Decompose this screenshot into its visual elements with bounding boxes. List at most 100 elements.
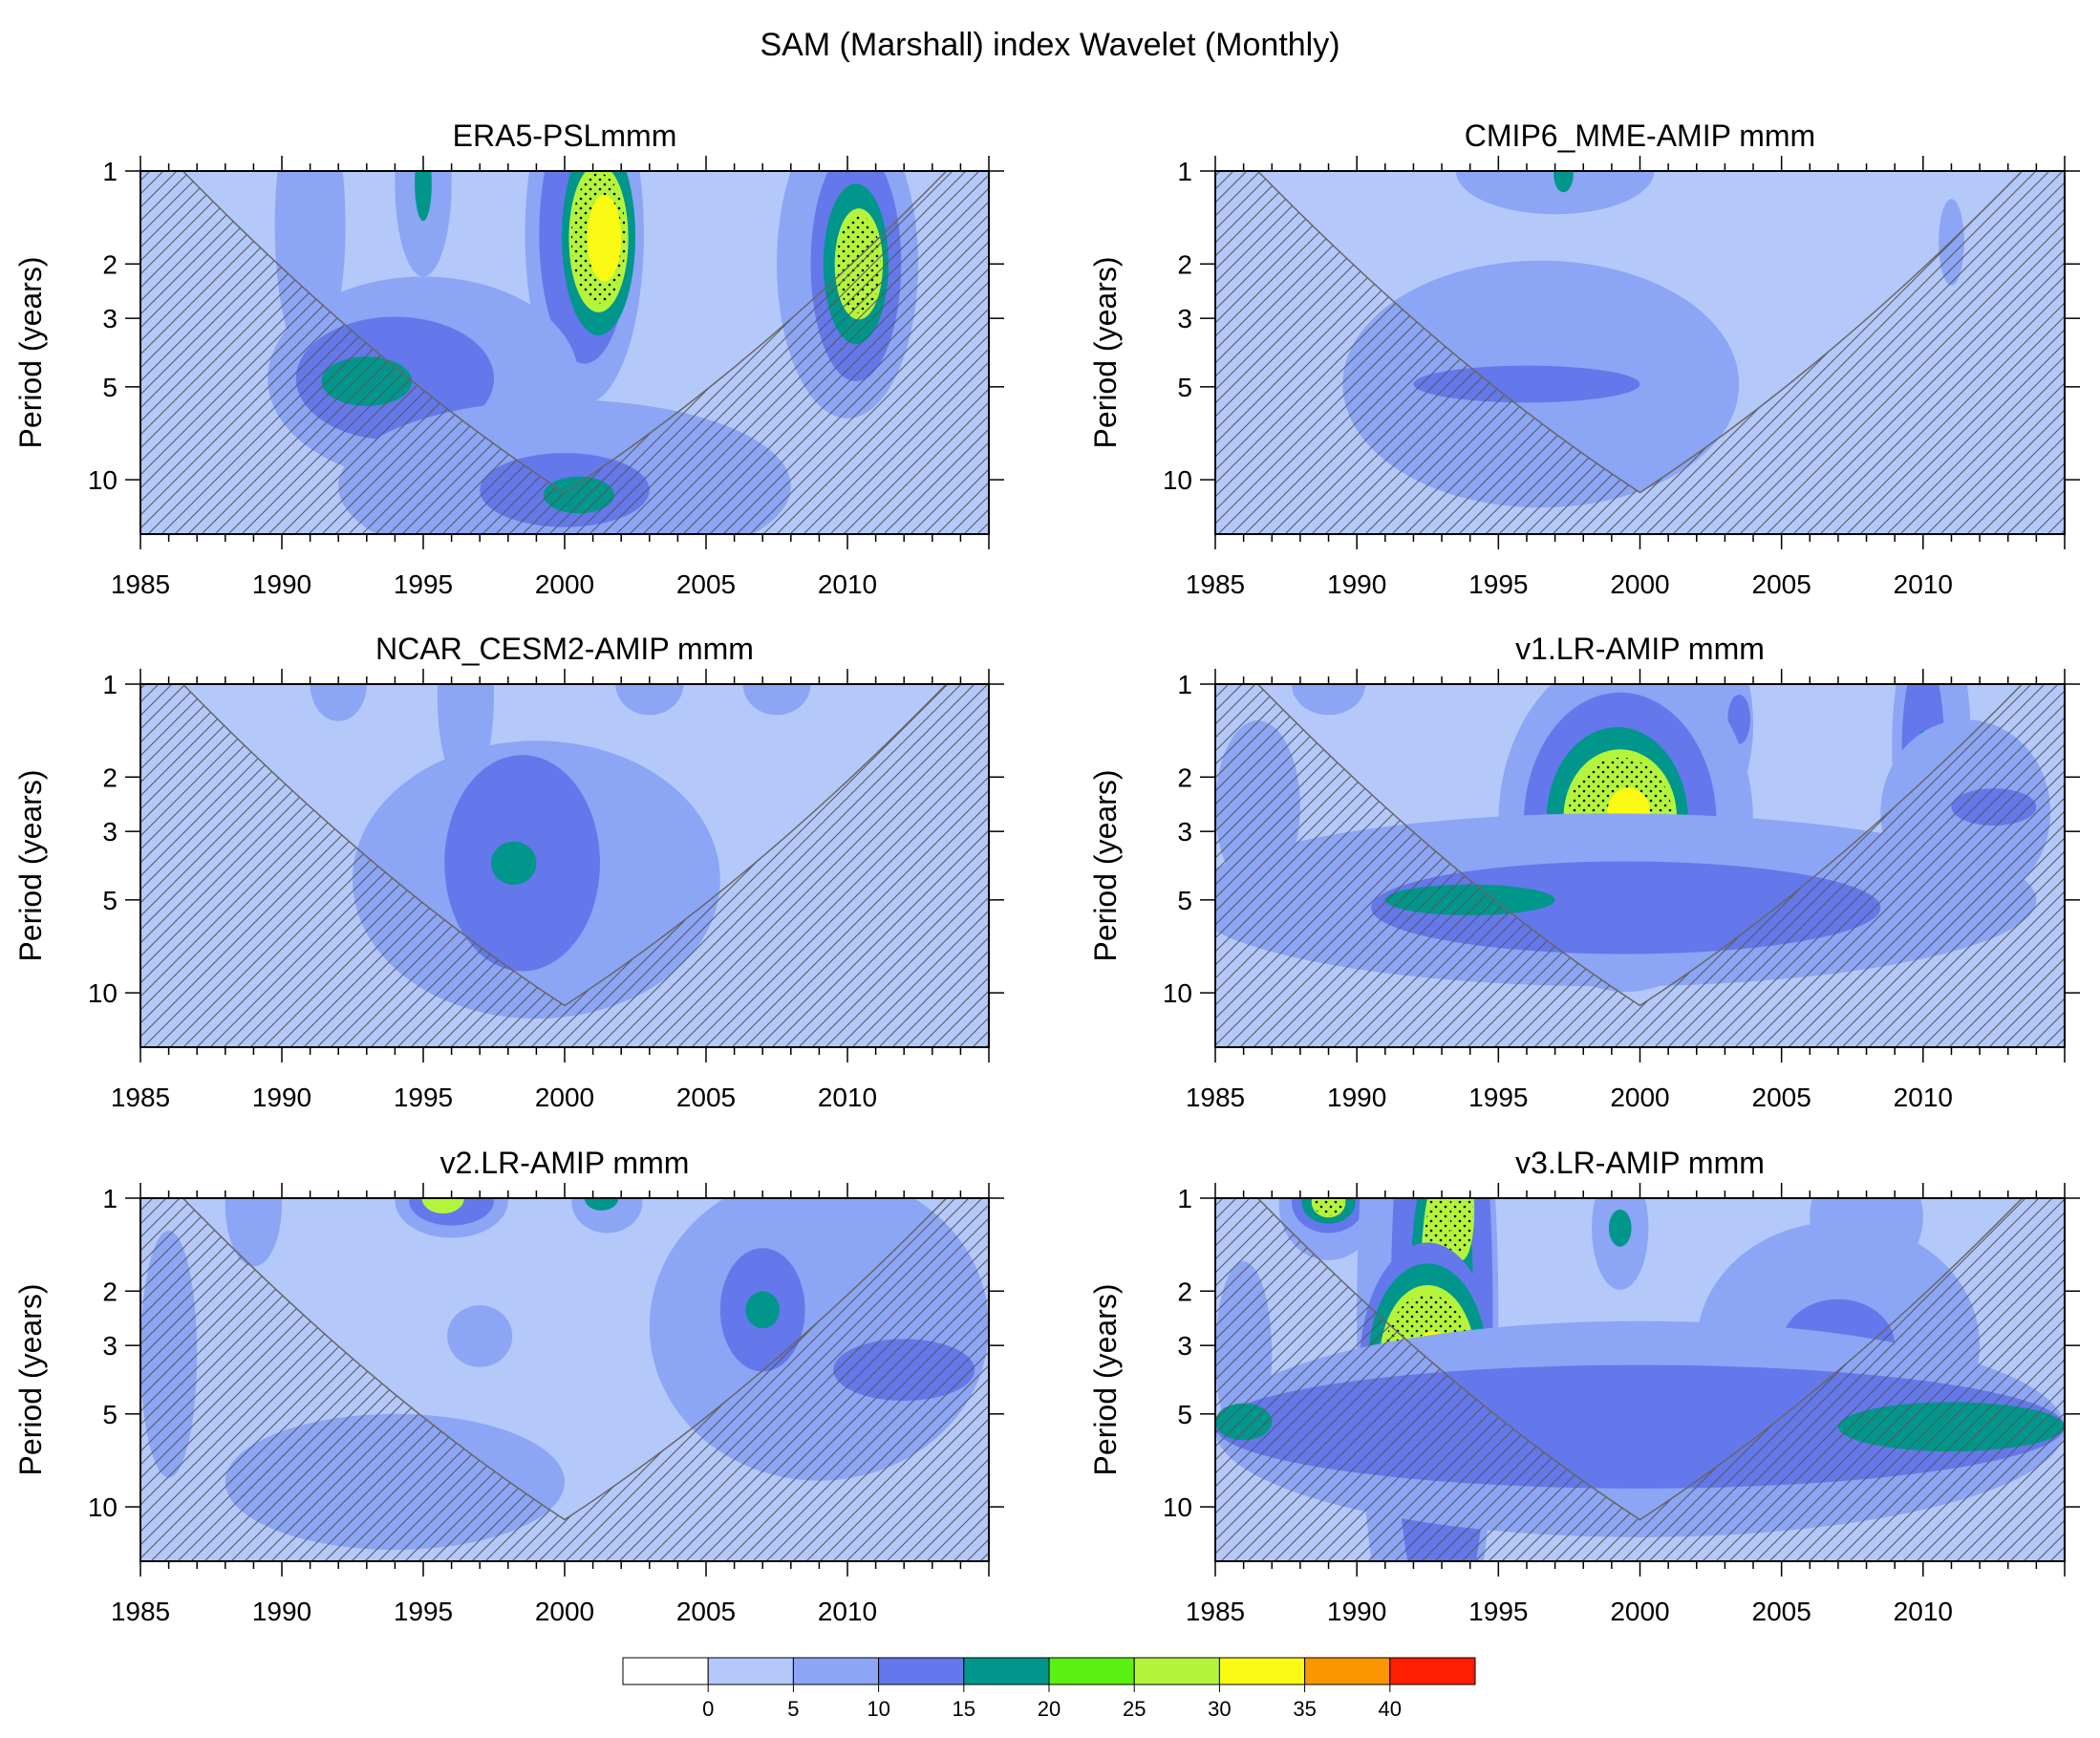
panel-5: 1985 1990 1995 2000 2005 2010 1 2 3 5 10 v2.LR-AMIP…	[13, 1146, 1004, 1626]
power-contour	[587, 195, 622, 282]
colorbar-tick-label: 5	[787, 1697, 799, 1721]
y-tick-label: 10	[1163, 1492, 1192, 1522]
y-tick-label: 3	[1177, 304, 1192, 333]
y-tick-label: 5	[102, 886, 118, 915]
x-tick-label: 2010	[1894, 1597, 1953, 1626]
y-tick-label: 10	[88, 978, 118, 1008]
colorbar-swatch	[1133, 1657, 1220, 1685]
x-tick-label: 1990	[1327, 569, 1386, 599]
x-tick-label: 2005	[676, 569, 736, 599]
x-tick-label: 2000	[535, 1083, 594, 1112]
x-tick-label: 1985	[1186, 1597, 1245, 1626]
cone-of-influence-line	[1256, 1198, 2024, 1521]
panel-3: 1985 1990 1995 2000 2005 2010 1 2 3 5 10 NCAR_CESM2…	[13, 632, 1004, 1112]
y-tick-label: 3	[1177, 1331, 1192, 1361]
colorbar-tick-label: 40	[1379, 1697, 1402, 1721]
x-tick-label: 2005	[1752, 1083, 1811, 1112]
colorbar-tick-label: 30	[1208, 1697, 1231, 1721]
cone-of-influence-hatch	[1215, 1198, 2065, 1561]
x-tick-label: 1995	[1468, 569, 1528, 599]
cone-of-influence-line	[182, 684, 948, 1007]
y-tick-label: 1	[102, 157, 118, 186]
x-tick-label: 1985	[111, 569, 170, 599]
y-tick-label: 3	[102, 304, 118, 333]
y-tick-label: 1	[1177, 157, 1192, 186]
power-contour	[491, 841, 537, 885]
power-contour	[415, 171, 432, 222]
colorbar-tick-label: 0	[702, 1697, 714, 1721]
x-tick-label: 1985	[1186, 569, 1245, 599]
cone-of-influence-hatch	[140, 171, 989, 534]
cone-of-influence-line	[1256, 684, 2024, 1007]
x-tick-label: 1995	[394, 1083, 453, 1112]
y-tick-label: 5	[1177, 373, 1192, 402]
panel-title: v1.LR-AMIP mmm	[1515, 632, 1765, 666]
x-tick-label: 2000	[1610, 569, 1669, 599]
y-tick-label: 5	[102, 373, 118, 402]
x-tick-label: 1995	[394, 1597, 453, 1626]
x-tick-label: 1995	[1468, 1597, 1528, 1626]
power-contour	[310, 684, 367, 721]
y-tick-label: 2	[102, 249, 118, 279]
x-tick-label: 1985	[111, 1597, 170, 1626]
power-contour	[615, 684, 684, 716]
y-axis-label: Period (years)	[1088, 770, 1123, 962]
colorbar: 0 5 10 15 20 25 30 35 40	[622, 1657, 1476, 1721]
power-contour	[1554, 171, 1574, 193]
x-tick-label: 1990	[1327, 1597, 1386, 1626]
power-contour	[447, 1305, 513, 1367]
colorbar-tick-label: 25	[1123, 1697, 1146, 1721]
x-tick-label: 2000	[535, 1597, 594, 1626]
colorbar-swatch	[1389, 1657, 1476, 1685]
x-tick-label: 1990	[1327, 1083, 1386, 1112]
y-tick-label: 1	[102, 1184, 118, 1213]
y-tick-label: 10	[1163, 465, 1192, 495]
cone-of-influence-hatch	[140, 684, 989, 1047]
y-tick-label: 2	[1177, 249, 1192, 279]
y-tick-label: 3	[102, 817, 118, 847]
panel-title: ERA5-PSLmmm	[453, 118, 677, 153]
y-tick-label: 2	[1177, 1277, 1192, 1306]
x-tick-label: 2000	[1610, 1083, 1669, 1112]
power-contour	[1608, 1209, 1632, 1247]
panel-1: 1985 1990 1995 2000 2005 2010 1 2 3 5 10 ERA5-PSLmm…	[13, 118, 1004, 599]
panels: 1985 1990 1995 2000 2005 2010 1 2 3 5 10 ERA5-PSLmm…	[13, 118, 2080, 1626]
y-axis-label: Period (years)	[13, 257, 48, 449]
x-tick-label: 2000	[535, 569, 594, 599]
x-tick-label: 2005	[676, 1597, 736, 1626]
x-tick-label: 2010	[1894, 1083, 1953, 1112]
y-tick-label: 5	[1177, 1400, 1192, 1429]
power-contour	[395, 171, 452, 277]
x-tick-label: 2010	[1894, 569, 1953, 599]
panel-title: NCAR_CESM2-AMIP mmm	[375, 632, 754, 666]
x-tick-label: 1995	[394, 569, 453, 599]
colorbar-swatch	[792, 1657, 880, 1685]
panel-title: CMIP6_MME-AMIP mmm	[1465, 118, 1815, 153]
y-tick-label: 10	[88, 465, 118, 495]
panel-2: 1985 1990 1995 2000 2005 2010 1 2 3 5 10 CMIP6_MME-…	[1088, 118, 2080, 599]
x-tick-label: 2005	[1752, 569, 1811, 599]
x-tick-label: 2005	[1752, 1597, 1811, 1626]
cone-of-influence-hatch	[140, 1198, 989, 1561]
colorbar-tick-label: 20	[1038, 1697, 1061, 1721]
x-tick-label: 2010	[818, 1597, 877, 1626]
x-tick-label: 1985	[111, 1083, 170, 1112]
x-tick-label: 1985	[1186, 1083, 1245, 1112]
y-tick-label: 5	[102, 1400, 118, 1429]
cone-of-influence-hatch	[1215, 684, 2065, 1047]
y-tick-label: 3	[102, 1331, 118, 1361]
x-tick-label: 1990	[252, 569, 311, 599]
power-contour	[225, 1198, 282, 1267]
y-axis-label: Period (years)	[1088, 1284, 1123, 1476]
y-tick-label: 5	[1177, 886, 1192, 915]
x-tick-label: 2010	[818, 569, 877, 599]
cone-of-influence-hatch	[1215, 171, 2065, 534]
panel-title: v2.LR-AMIP mmm	[440, 1146, 690, 1180]
panel-title: v3.LR-AMIP mmm	[1515, 1146, 1765, 1180]
colorbar-swatch	[707, 1657, 794, 1685]
power-contour	[584, 1198, 619, 1211]
colorbar-swatch	[1304, 1657, 1391, 1685]
power-contour	[742, 684, 811, 716]
x-tick-label: 1995	[1468, 1083, 1528, 1112]
colorbar-tick-label: 15	[953, 1697, 975, 1721]
